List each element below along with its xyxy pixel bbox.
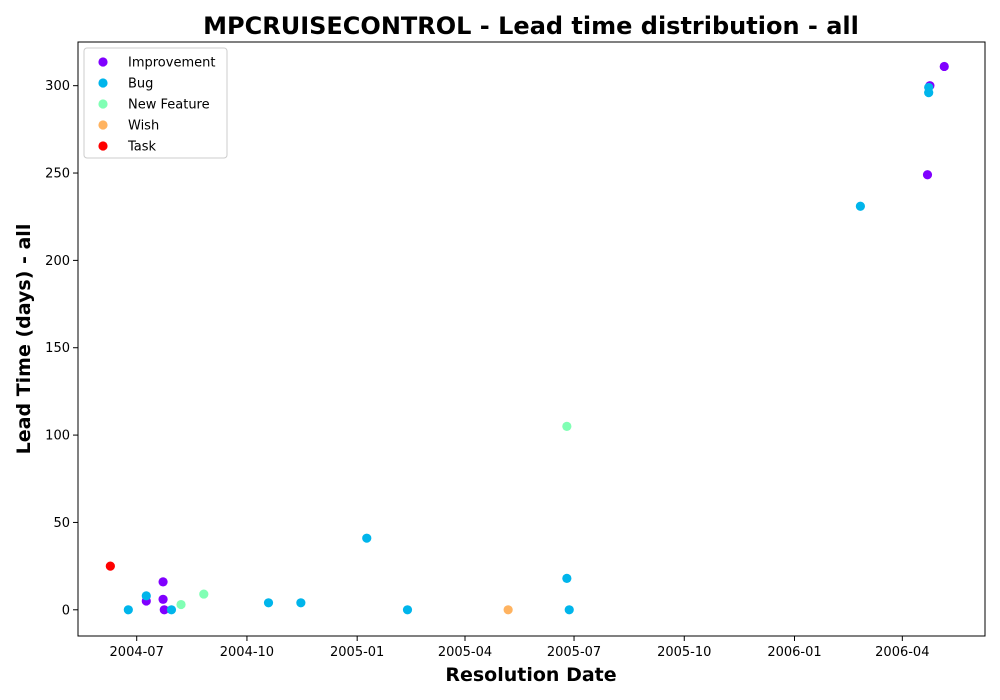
x-tick-label: 2005-10 <box>657 645 711 660</box>
legend-marker-improvement <box>98 57 108 67</box>
data-point-bug <box>141 591 151 601</box>
legend-label-new-feature: New Feature <box>128 98 210 113</box>
x-axis-ticks: 2004-07 2004-10 2005-01 2005-04 2005-07 2005-… <box>110 636 929 660</box>
data-point-improvement <box>922 170 933 180</box>
x-tick-label: 2006-01 <box>767 645 821 660</box>
legend-marker-task <box>98 141 108 151</box>
data-point-improvement <box>158 577 168 587</box>
y-tick-label: 250 <box>45 167 70 182</box>
data-point-bug <box>166 605 177 615</box>
x-tick-label: 2004-07 <box>110 645 164 660</box>
y-tick-label: 300 <box>45 79 70 94</box>
legend-frame <box>83 47 228 159</box>
data-point-new-feature <box>199 589 209 599</box>
data-point-task <box>105 561 115 571</box>
y-tick-label: 0 <box>62 603 70 618</box>
data-point-bug <box>402 605 413 615</box>
x-tick-label: 2005-04 <box>438 645 492 660</box>
legend-label-wish: Wish <box>128 119 159 134</box>
y-axis-label: Lead Time (days) - all <box>13 224 35 455</box>
y-tick-label: 200 <box>45 254 70 269</box>
y-tick-label: 150 <box>45 341 70 356</box>
legend-label-task: Task <box>127 140 157 155</box>
data-point-bug <box>362 533 372 543</box>
data-point-new-feature <box>176 599 186 610</box>
data-point-bug <box>562 573 572 583</box>
legend-label-bug: Bug <box>128 77 153 92</box>
y-tick-label: 50 <box>53 516 70 531</box>
x-tick-label: 2005-07 <box>547 645 601 660</box>
data-point-bug <box>855 201 865 211</box>
legend: Improvement Bug New Feature Wish Task <box>83 47 228 159</box>
data-points <box>105 61 949 615</box>
legend-marker-wish <box>98 120 108 130</box>
x-axis-label: Resolution Date <box>445 664 616 686</box>
plot-area-frame <box>77 41 986 637</box>
y-axis-ticks: 0 50 100 150 200 250 300 <box>45 79 78 618</box>
data-point-new-feature <box>562 421 572 431</box>
x-tick-label: 2004-10 <box>220 645 274 660</box>
data-point-bug <box>924 82 934 93</box>
data-point-improvement <box>158 594 168 604</box>
legend-label-improvement: Improvement <box>128 56 215 71</box>
data-point-improvement <box>939 61 949 72</box>
data-point-improvement <box>159 605 169 615</box>
legend-marker-bug <box>98 78 108 88</box>
x-tick-label: 2006-04 <box>875 645 929 660</box>
data-point-bug <box>263 598 274 608</box>
y-tick-label: 100 <box>45 429 70 444</box>
legend-marker-new-feature <box>98 99 108 109</box>
data-point-bug <box>123 605 133 615</box>
chart-title: MPCRUISECONTROL - Lead time distribution… <box>203 12 859 40</box>
data-point-bug <box>296 598 306 608</box>
data-point-bug <box>564 605 574 615</box>
x-tick-label: 2005-01 <box>330 645 384 660</box>
data-point-wish <box>503 605 513 615</box>
